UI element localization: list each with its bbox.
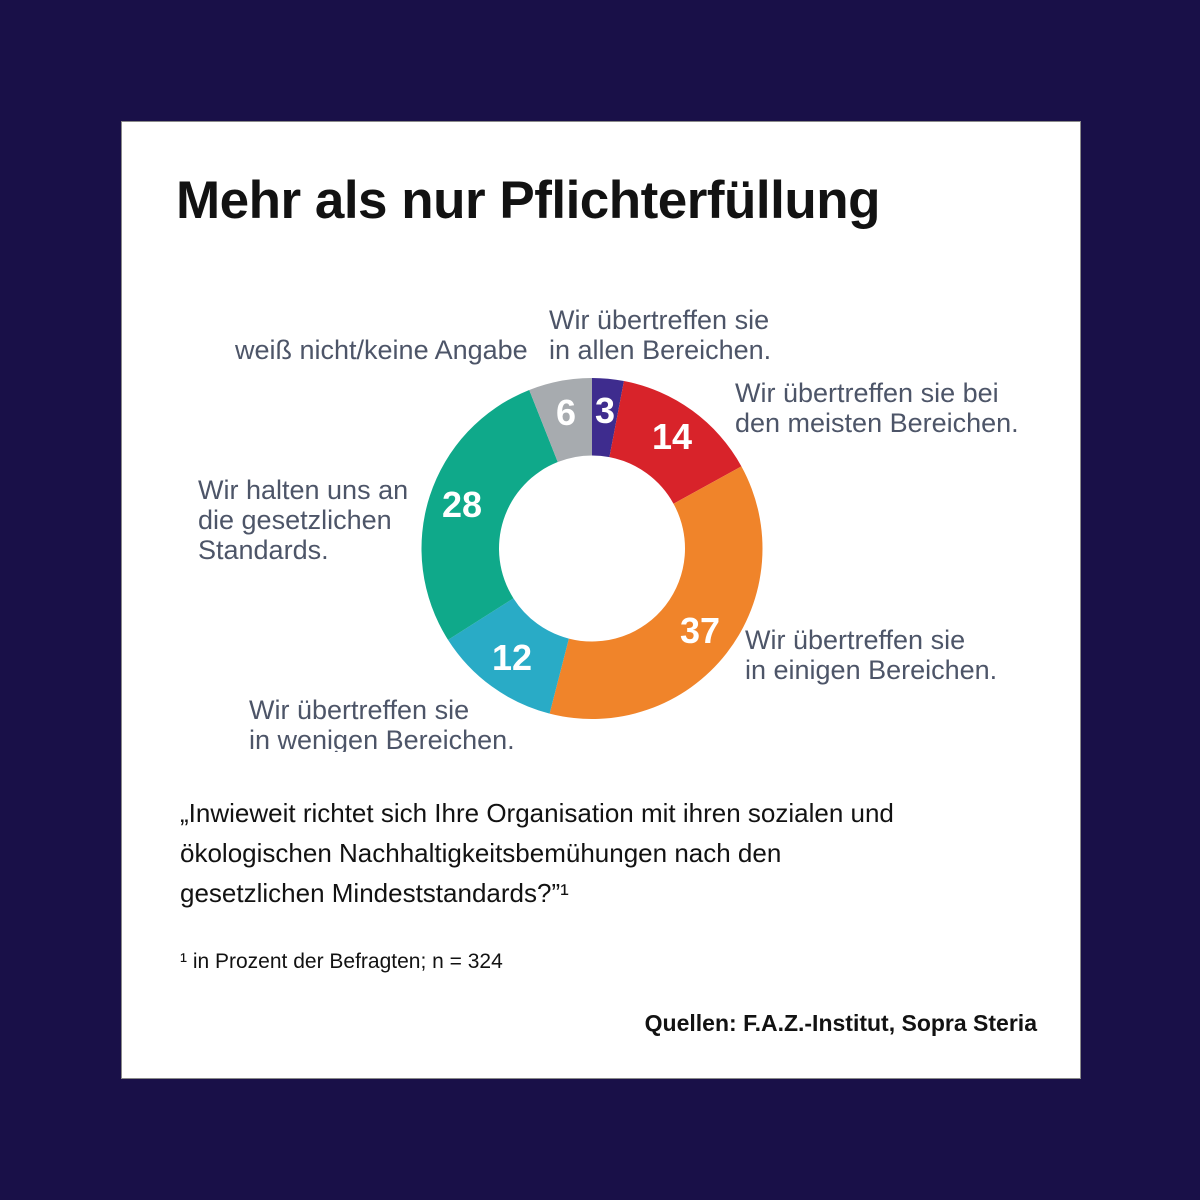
svg-text:Wir übertreffen sie bei: Wir übertreffen sie bei [735, 378, 999, 408]
svg-text:Wir übertreffen sie: Wir übertreffen sie [745, 625, 965, 655]
svg-text:12: 12 [492, 637, 532, 678]
svg-text:Standards.: Standards. [198, 535, 329, 565]
svg-text:die gesetzlichen: die gesetzlichen [198, 505, 392, 535]
svg-text:in allen Bereichen.: in allen Bereichen. [549, 335, 771, 365]
svg-text:Wir übertreffen sie: Wir übertreffen sie [249, 695, 469, 725]
svg-text:Wir halten uns an: Wir halten uns an [198, 475, 408, 505]
svg-text:in einigen Bereichen.: in einigen Bereichen. [745, 655, 997, 685]
svg-text:14: 14 [652, 416, 692, 457]
svg-text:3: 3 [595, 390, 615, 431]
svg-text:in wenigen Bereichen.: in wenigen Bereichen. [249, 725, 515, 752]
svg-text:6: 6 [556, 392, 576, 433]
svg-text:weiß nicht/keine Angabe: weiß nicht/keine Angabe [234, 335, 528, 365]
svg-text:den meisten Bereichen.: den meisten Bereichen. [735, 408, 1019, 438]
svg-text:37: 37 [680, 610, 720, 651]
svg-text:28: 28 [442, 484, 482, 525]
svg-text:Wir übertreffen sie: Wir übertreffen sie [549, 305, 769, 335]
